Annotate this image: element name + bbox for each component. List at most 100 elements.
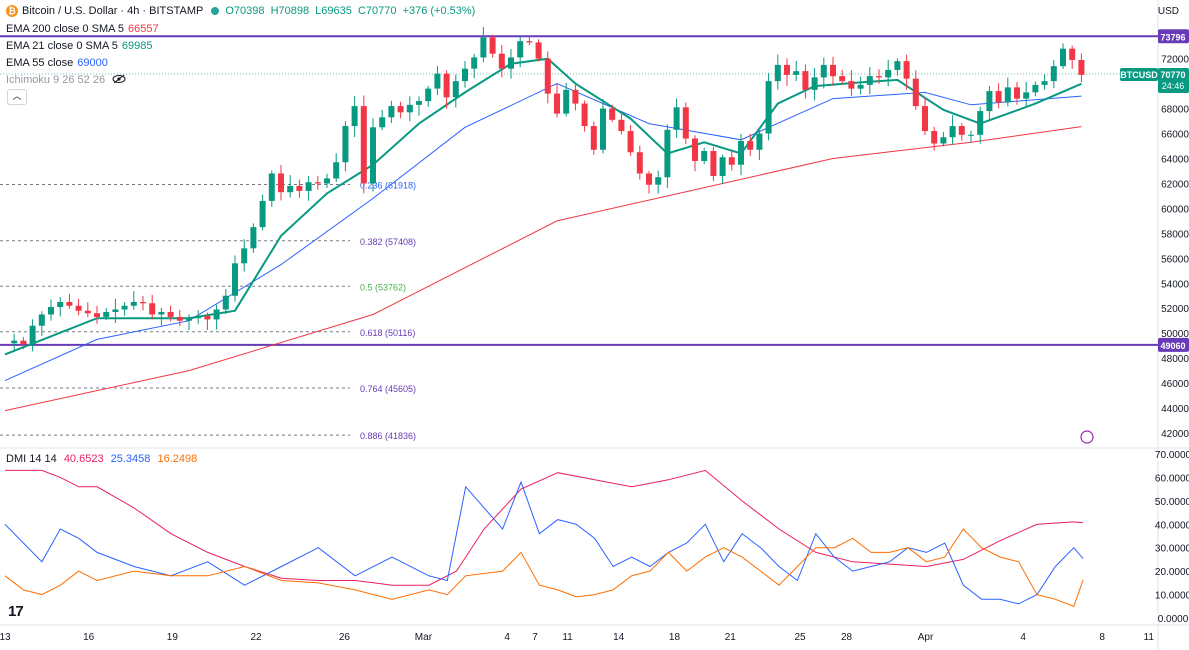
bitcoin-icon: ₿ [6, 5, 18, 17]
candle-body [857, 84, 864, 89]
symbol-header: ₿ Bitcoin / U.S. Dollar · 4h · BITSTAMP … [6, 5, 478, 17]
candle-body [802, 71, 809, 90]
candle-body [1023, 92, 1030, 99]
candle-body [29, 325, 36, 345]
symbol-tag: BTCUSD [1120, 70, 1158, 80]
alert-lightning-icon[interactable] [1080, 430, 1094, 444]
candle-body [646, 173, 652, 185]
candle-body [158, 311, 165, 315]
top-line-price-label-bg [1158, 29, 1189, 44]
candle-body [314, 182, 321, 184]
indicator-label: EMA 55 close [6, 57, 74, 69]
symbol-tag-bg [1120, 68, 1158, 82]
price-axis-unit[interactable]: USD [1157, 6, 1179, 17]
eye-hidden-icon[interactable] [112, 74, 126, 84]
candle-body [774, 64, 781, 82]
candle-body [250, 227, 257, 249]
candle-body [618, 119, 625, 132]
candle-body [471, 57, 478, 69]
candle-body [351, 106, 358, 127]
candle-body [765, 81, 772, 134]
dmi-tick-label: 70.0000 [1155, 450, 1189, 461]
fib-level-label: 0.236 (61918) [360, 180, 416, 190]
candle-body [820, 64, 827, 78]
candle-body [370, 127, 376, 184]
dmi-legend[interactable]: DMI 14 14 40.6523 25.3458 16.2498 [6, 453, 197, 465]
candle-body [388, 106, 395, 118]
candle-body [563, 89, 570, 114]
candle-body [728, 157, 735, 165]
time-tick-label: Mar [415, 632, 433, 643]
candle-body [958, 126, 965, 135]
candle-body [103, 311, 110, 317]
symbol-title[interactable]: Bitcoin / U.S. Dollar · 4h · BITSTAMP [22, 5, 204, 17]
countdown-label: 24:46 [1162, 81, 1185, 91]
candle-body [747, 141, 754, 150]
indicator-legend-ichimoku[interactable]: Ichimoku 9 26 52 26 [6, 74, 126, 86]
candle-body [738, 141, 744, 165]
indicator-label: EMA 21 close 0 SMA 5 [6, 40, 118, 52]
candle-body [701, 151, 708, 161]
price-tick-label: 48000 [1161, 354, 1189, 365]
candle-body [627, 131, 634, 153]
dmi-plus-di-value: 25.3458 [110, 453, 151, 465]
candle-body [443, 73, 450, 98]
candle-body [268, 173, 275, 201]
candle-body [498, 53, 505, 69]
candle-body [278, 173, 284, 193]
candle-body [489, 37, 496, 54]
indicator-legend-ema55[interactable]: EMA 55 close 69000 [6, 57, 108, 69]
candle-body [912, 78, 919, 107]
candle-body [342, 126, 349, 163]
candle-body [811, 77, 818, 90]
candle-body [379, 117, 386, 128]
time-tick-label: 16 [83, 632, 95, 643]
candle-body [38, 314, 45, 326]
candle-body [940, 137, 947, 144]
fib-level-label: 0.5 (53762) [360, 282, 406, 292]
price-tick-label: 46000 [1161, 379, 1189, 390]
tradingview-logo[interactable]: 17 [8, 603, 24, 620]
candle-body [66, 302, 73, 306]
candle-body [526, 41, 533, 43]
price-tick-label: 68000 [1161, 105, 1189, 116]
candle-body [784, 64, 790, 75]
price-tick-label: 66000 [1161, 130, 1189, 141]
dmi-tick-label: 60.0000 [1155, 473, 1189, 484]
candle-body [977, 111, 984, 135]
candle-body [94, 313, 100, 317]
dmi-tick-label: 10.0000 [1155, 591, 1189, 602]
price-tick-label: 60000 [1161, 204, 1189, 215]
ohlc-values: O70398 H70898 L69635 C70770 +376 (+0.53%… [225, 5, 478, 17]
candle-body [1069, 48, 1076, 60]
time-tick-label: 11 [562, 632, 573, 643]
indicator-value: 66557 [128, 23, 159, 35]
price-tick-label: 64000 [1161, 155, 1189, 166]
indicator-label: Ichimoku 9 26 52 26 [6, 74, 106, 86]
collapse-legend-button[interactable]: ︿ [7, 89, 27, 105]
candle-body [1014, 87, 1020, 99]
price-tick-label: 42000 [1161, 429, 1189, 440]
candle-body [140, 302, 146, 304]
candle-body [186, 318, 192, 321]
candle-body [1060, 48, 1066, 67]
candle-body [204, 315, 211, 320]
time-tick-label: 13 [0, 632, 11, 643]
candle-body [333, 162, 340, 179]
candle-body [121, 305, 128, 310]
candle-body [480, 37, 487, 58]
candle-body [75, 305, 82, 311]
indicator-legend-ema21[interactable]: EMA 21 close 0 SMA 5 69985 [6, 40, 152, 52]
candle-body [20, 340, 27, 345]
candle-body [986, 91, 993, 112]
price-tick-label: 58000 [1161, 229, 1189, 240]
dmi-minus-di-value: 16.2498 [157, 453, 198, 465]
candle-body [756, 133, 763, 150]
candle-body [1078, 59, 1085, 75]
candle-body [397, 106, 404, 113]
indicator-value: 69000 [77, 57, 108, 69]
indicator-legend-ema200[interactable]: EMA 200 close 0 SMA 5 66557 [6, 23, 159, 35]
candle-body [544, 58, 551, 94]
time-tick-label: 26 [339, 632, 351, 643]
